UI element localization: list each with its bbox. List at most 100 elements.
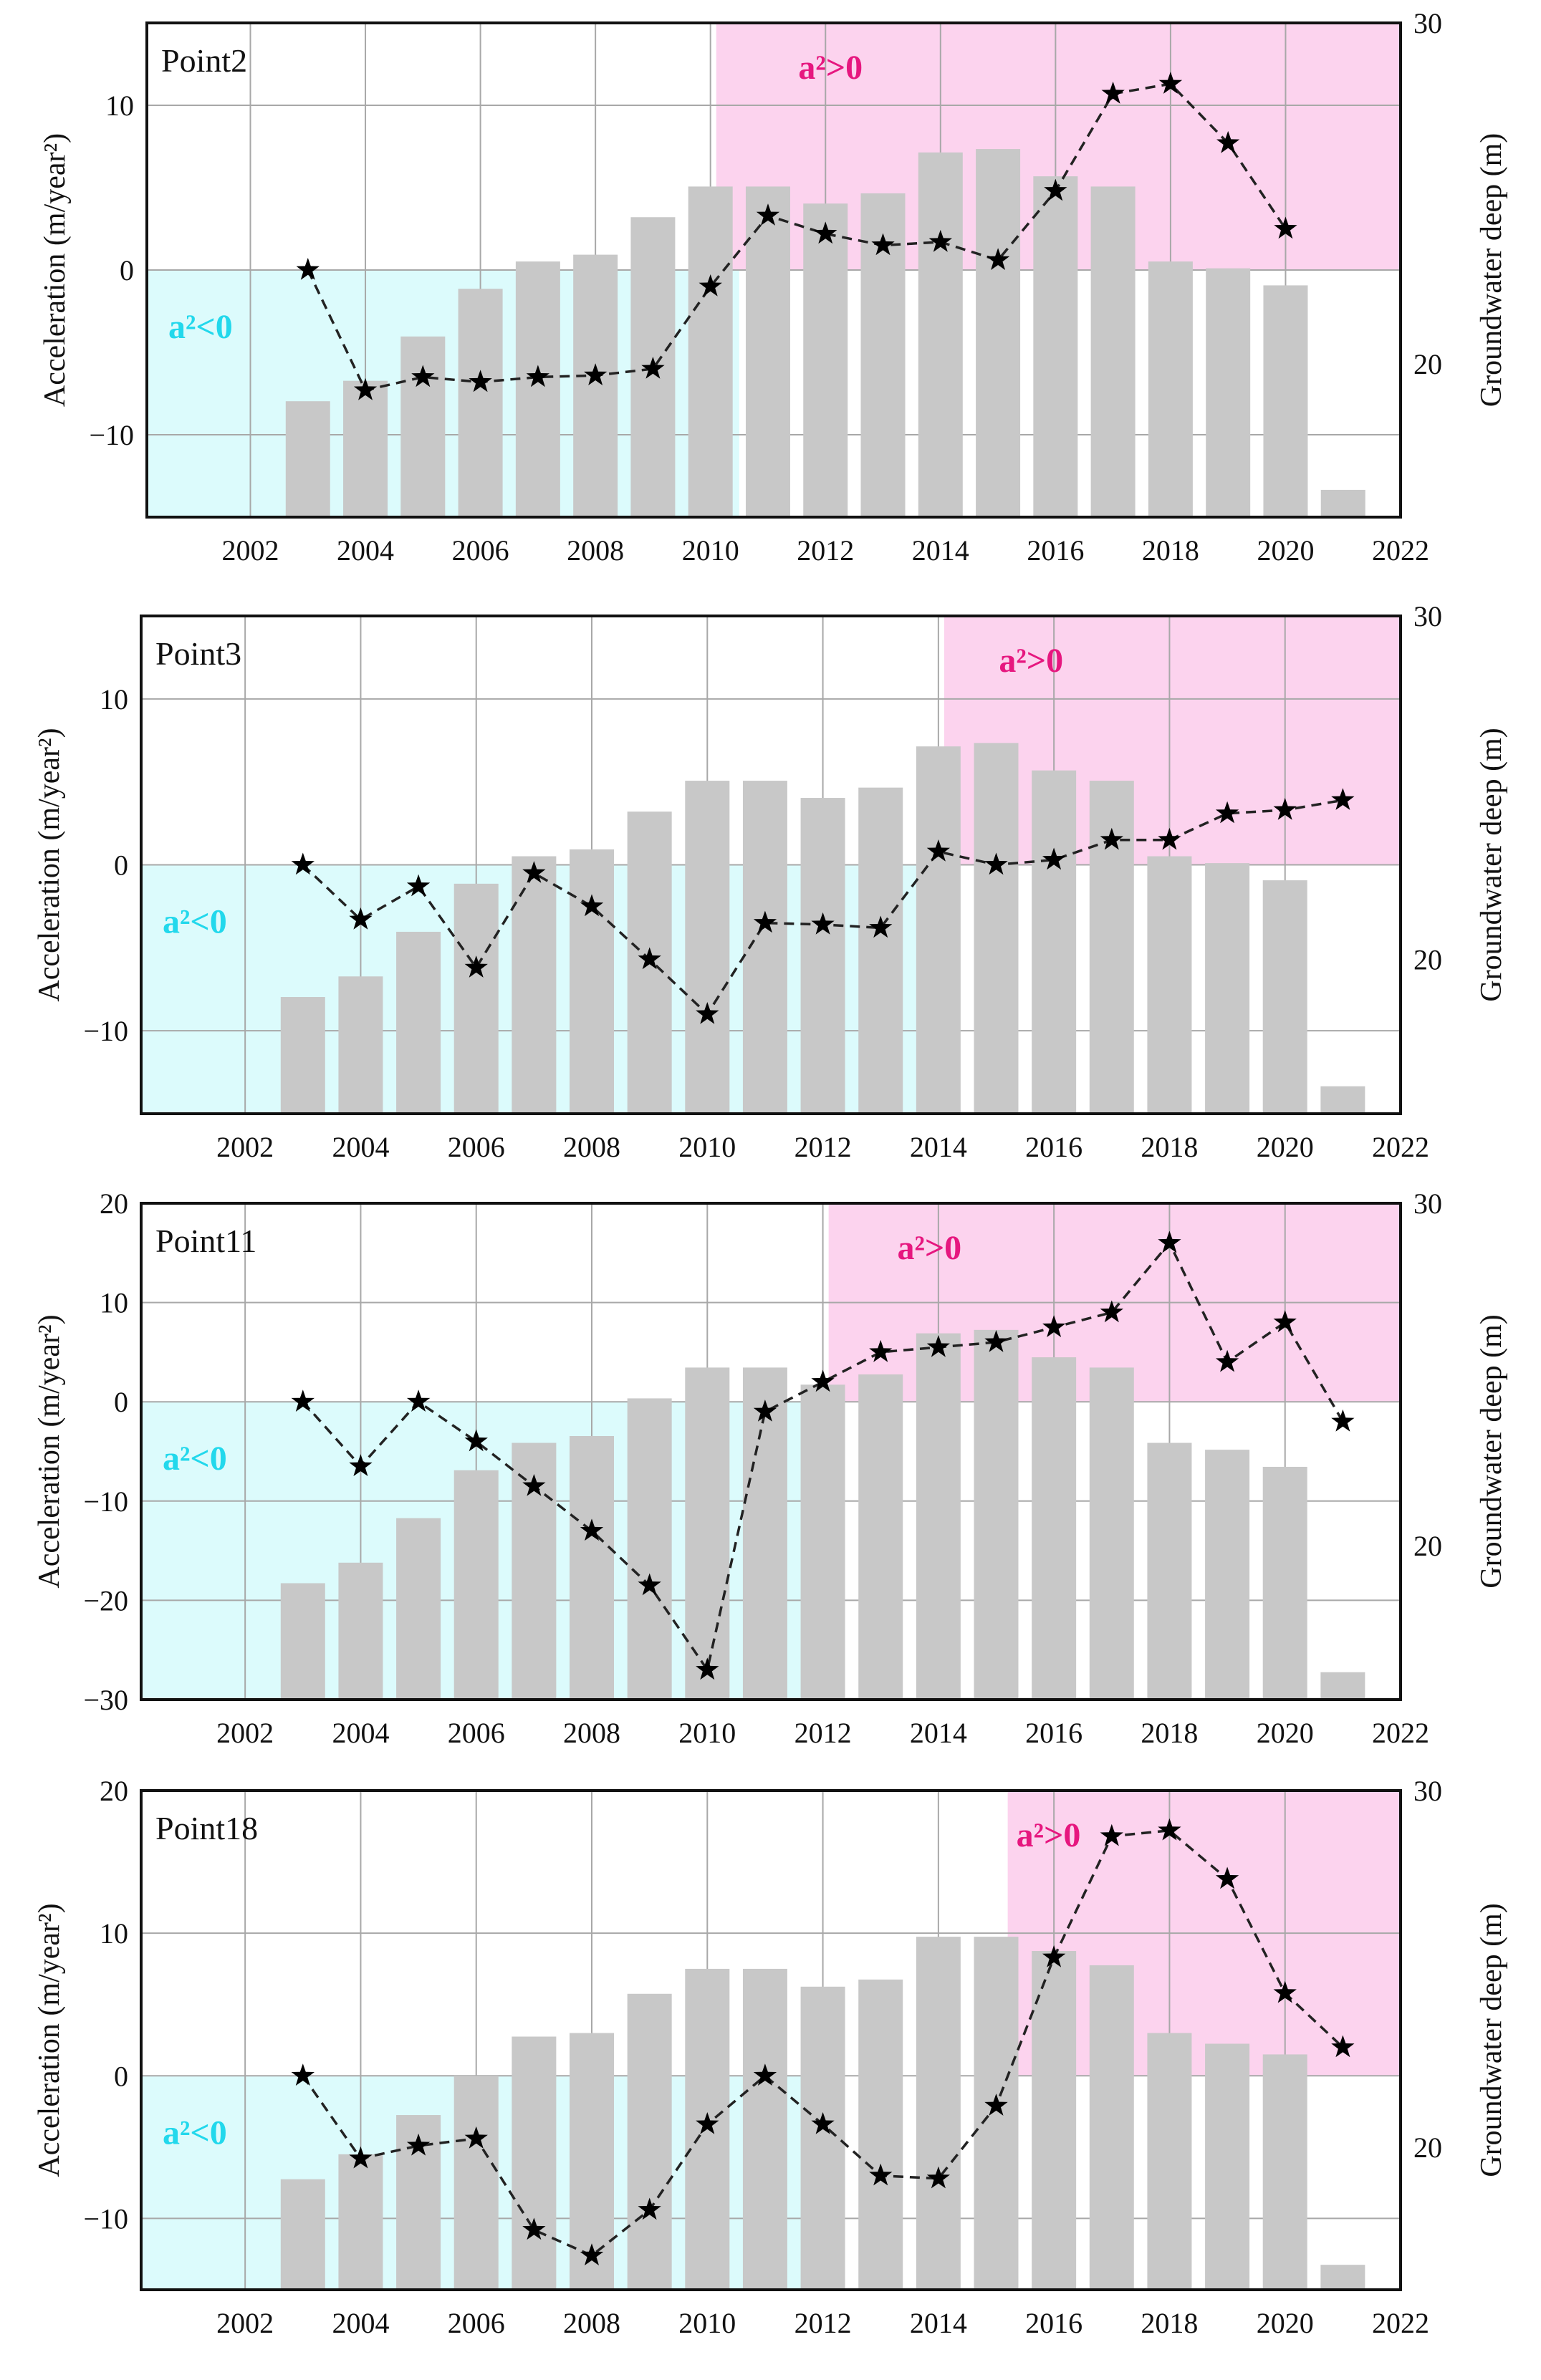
star-point-2008 <box>584 363 608 385</box>
bar-2005 <box>400 336 446 517</box>
star-point-2016 <box>1044 178 1067 201</box>
bar-2014 <box>918 152 963 517</box>
x-tick-label: 2018 <box>1141 1131 1198 1163</box>
y2-axis-label: Groundwater deep (m) <box>1475 1903 1508 2177</box>
star-point-2020 <box>1273 1980 1297 2003</box>
star-point-2019 <box>1215 1349 1239 1372</box>
plot-area <box>147 23 1401 517</box>
star-point-2006 <box>464 955 488 978</box>
star-point-2020 <box>1273 1310 1297 1333</box>
x-tick-label: 2020 <box>1257 1717 1314 1749</box>
star-point-2011 <box>753 910 777 933</box>
star-point-2017 <box>1100 1823 1123 1846</box>
star-point-2009 <box>638 947 661 970</box>
y2-axis-label: Groundwater deep (m) <box>1475 1314 1508 1589</box>
y-tick-label: −10 <box>89 419 134 451</box>
bar-2015 <box>976 149 1021 517</box>
star-point-2007 <box>526 365 549 387</box>
bar-2014 <box>916 746 961 1114</box>
star-point-2004 <box>353 377 378 400</box>
bar-2016 <box>1032 1357 1077 1700</box>
star-point-2006 <box>469 370 492 392</box>
region-label-negative: a²<0 <box>163 1440 227 1478</box>
bar-2005 <box>396 931 441 1114</box>
x-tick-label: 2008 <box>563 1131 620 1163</box>
bar-2012 <box>800 1986 845 2290</box>
x-tick-label: 2020 <box>1257 1131 1314 1163</box>
bar-2013 <box>858 787 903 1114</box>
bar-2007 <box>512 856 557 1114</box>
x-tick-label: 2010 <box>678 1717 736 1749</box>
y-tick-label: −10 <box>83 1485 128 1518</box>
x-tick-label: 2016 <box>1025 1717 1082 1749</box>
bar-2008 <box>570 849 615 1114</box>
bar-2003 <box>280 997 325 1114</box>
x-tick-label: 2022 <box>1372 2307 1429 2339</box>
star-point-2004 <box>349 907 373 930</box>
x-tick-label: 2022 <box>1372 534 1429 567</box>
y-tick-label: −20 <box>83 1584 128 1617</box>
y-tick-label: 10 <box>105 90 134 122</box>
bar-2006 <box>453 1470 499 1700</box>
star-point-2003 <box>291 852 315 875</box>
star-point-2018 <box>1158 1818 1181 1841</box>
region-label-negative: a²<0 <box>168 308 233 346</box>
x-tick-label: 2004 <box>332 2307 389 2339</box>
bar-2011 <box>742 1367 787 1700</box>
bar-2003 <box>280 2179 325 2290</box>
region-label-positive: a²>0 <box>798 49 863 87</box>
star-point-2007 <box>522 1474 546 1496</box>
bar-2007 <box>515 261 560 517</box>
y-tick-label: 0 <box>114 2060 128 2092</box>
x-tick-label: 2010 <box>678 1131 736 1163</box>
bar-2020 <box>1263 285 1308 517</box>
star-point-2005 <box>406 2133 431 2156</box>
bar-2005 <box>396 1518 441 1700</box>
plot-area <box>141 1791 1401 2290</box>
bar-2019 <box>1206 268 1251 517</box>
star-point-2015 <box>984 2094 1008 2116</box>
bar-2013 <box>858 1374 903 1700</box>
star-point-2014 <box>928 229 952 252</box>
star-point-2013 <box>869 915 893 938</box>
bar-2019 <box>1205 2043 1250 2290</box>
bar-2009 <box>627 1398 672 1700</box>
star-point-2003 <box>291 2063 315 2086</box>
bar-2004 <box>343 380 388 517</box>
star-point-2015 <box>984 852 1008 875</box>
x-tick-label: 2014 <box>910 1717 967 1749</box>
bar-2018 <box>1147 2033 1192 2290</box>
bar-2006 <box>458 289 503 517</box>
star-point-2010 <box>696 1657 719 1680</box>
bar-2012 <box>803 203 848 517</box>
x-tick-label: 2014 <box>910 1131 967 1163</box>
bar-2017 <box>1089 1965 1134 2290</box>
star-point-2005 <box>406 1389 431 1412</box>
x-tick-label: 2014 <box>912 534 969 567</box>
bar-2007 <box>512 2036 557 2290</box>
star-point-2004 <box>349 1454 373 1476</box>
bar-2017 <box>1089 1367 1134 1700</box>
x-tick-label: 2006 <box>448 1131 505 1163</box>
star-point-2011 <box>756 203 780 226</box>
y2-tick-label: 20 <box>1413 348 1442 380</box>
y-tick-label: 10 <box>100 1917 128 1950</box>
plot-area <box>141 616 1401 1114</box>
bar-2018 <box>1147 856 1192 1114</box>
bar-2004 <box>338 2154 383 2290</box>
star-point-2016 <box>1042 847 1066 870</box>
x-tick-label: 2008 <box>563 2307 620 2339</box>
y2-tick-label: 30 <box>1413 1775 1442 1807</box>
x-tick-label: 2002 <box>221 534 279 567</box>
acceleration-line <box>307 82 1287 392</box>
bar-2019 <box>1205 863 1250 1114</box>
star-point-2012 <box>814 221 837 244</box>
x-tick-label: 2006 <box>448 1717 505 1749</box>
star-point-2009 <box>641 357 665 379</box>
y-tick-label: −10 <box>83 2202 128 2235</box>
x-tick-label: 2004 <box>332 1131 389 1163</box>
star-point-2012 <box>811 2112 835 2134</box>
x-tick-label: 2016 <box>1027 534 1084 567</box>
x-tick-label: 2022 <box>1372 1717 1429 1749</box>
